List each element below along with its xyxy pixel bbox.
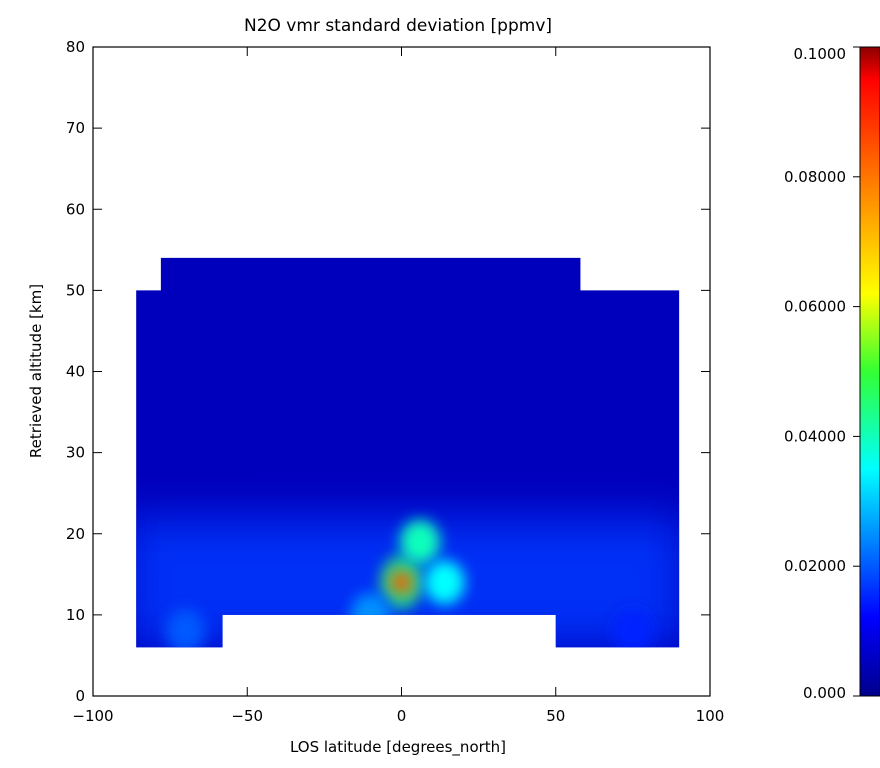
colorbar-gradient: [859, 46, 880, 697]
x-tick-label: 50: [546, 707, 565, 725]
colorbar-tick-label: 0.06000: [784, 298, 846, 316]
y-tick-label: 80: [66, 38, 85, 56]
y-axis: 0 10 20 30 40 50 60 70 80: [66, 38, 710, 705]
heatmap-feature: [612, 609, 653, 648]
heatmap-feature: [350, 592, 391, 637]
chart-title: N2O vmr standard deviation [ppmv]: [244, 16, 552, 36]
colorbar-tick-label: 0.08000: [784, 168, 846, 186]
y-tick-label: 40: [66, 363, 85, 381]
heatmap-feature: [165, 609, 206, 648]
heatmap-area: [136, 257, 680, 648]
colorbar-tick-label: 0.04000: [784, 427, 846, 445]
x-tick-label: 100: [696, 707, 725, 725]
y-tick-label: 50: [66, 281, 85, 299]
x-tick-label: −100: [72, 707, 113, 725]
colorbar-ticks: 0.000 0.02000 0.04000 0.06000 0.08000 0.1000: [784, 45, 860, 702]
y-tick-label: 10: [66, 606, 85, 624]
colorbar-tick-label: 0.02000: [784, 557, 846, 575]
x-axis: −100 −50 0 50 100: [72, 47, 724, 725]
y-axis-label: Retrieved altitude [km]: [27, 284, 45, 458]
heatmap-feature: [424, 560, 465, 605]
y-tick-label: 60: [66, 200, 85, 218]
x-tick-label: −50: [231, 707, 263, 725]
heatmap-feature-core: [393, 573, 410, 592]
x-tick-label: 0: [397, 707, 407, 725]
heatmap-feature: [400, 519, 441, 564]
y-tick-label: 0: [75, 687, 85, 705]
y-tick-label: 70: [66, 119, 85, 137]
x-axis-label: LOS latitude [degrees_north]: [290, 738, 506, 757]
y-tick-label: 20: [66, 525, 85, 543]
colorbar-tick-label: 0.1000: [794, 45, 847, 63]
colorbar-tick-label: 0.000: [803, 684, 846, 702]
colorbar: 0.000 0.02000 0.04000 0.06000 0.08000 0.1000: [784, 45, 880, 702]
y-tick-label: 30: [66, 444, 85, 462]
